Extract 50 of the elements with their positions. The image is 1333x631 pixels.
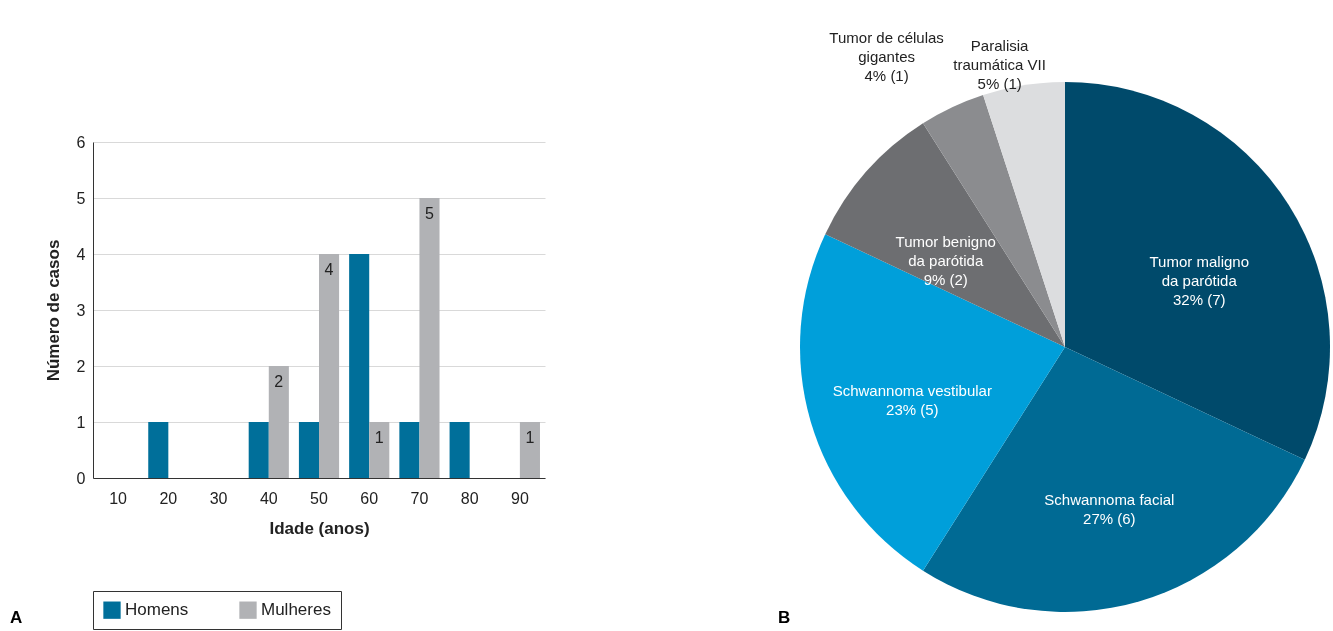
data-label: 4: [324, 261, 334, 278]
data-label: 32% (7): [1172, 290, 1226, 308]
data-label: 5: [425, 205, 435, 222]
bar: [349, 254, 370, 478]
text: B: [778, 608, 791, 628]
slice-label: Tumor benigno da parótida: [895, 232, 996, 269]
slice-label: Schwannoma facial: [1044, 490, 1175, 508]
y-tick-label: 1: [76, 413, 86, 431]
data-label: 1: [525, 429, 535, 446]
x-tick-label: 70: [410, 489, 429, 507]
bar: [419, 198, 440, 478]
x-tick-label: 80: [460, 489, 479, 507]
slice-label: Tumor maligno da parótida: [1149, 252, 1249, 289]
y-tick-label: 6: [76, 133, 86, 151]
bar: [369, 422, 390, 478]
y-tick-label: 3: [76, 301, 86, 319]
data-label: 23% (5): [886, 401, 939, 419]
bar: [399, 422, 420, 478]
bar: [148, 422, 169, 478]
y-tick-label: 2: [76, 357, 86, 375]
bar: [319, 254, 340, 478]
y-tick-label: 0: [76, 469, 86, 487]
x-tick-label: 60: [360, 489, 379, 507]
data-label: 27% (6): [1083, 509, 1136, 527]
legend-label: Homens: [125, 600, 189, 620]
legend-label: Mulheres: [261, 600, 331, 620]
data-label: 1: [374, 429, 384, 446]
slice-label: Schwannoma vestibular: [832, 382, 992, 400]
x-tick-label: 10: [109, 489, 128, 507]
bar: [519, 422, 540, 478]
data-label: 5% (1): [977, 74, 1022, 92]
slice-label: Tumor de células gigantes: [829, 28, 944, 65]
bar: [248, 422, 269, 478]
data-label: 2: [274, 373, 284, 390]
y-tick-label: 5: [76, 189, 86, 207]
x-tick-label: 20: [159, 489, 178, 507]
x-axis-title: Idade (anos): [269, 518, 370, 538]
bar: [268, 366, 289, 478]
x-tick-label: 50: [310, 489, 328, 507]
slice-label: Paralisia traumática VII: [953, 36, 1046, 73]
text: A: [10, 608, 23, 628]
data-label: 4% (1): [864, 66, 909, 84]
y-axis-title: Número de casos: [43, 239, 63, 382]
x-tick-label: 40: [259, 489, 278, 507]
x-tick-label: 90: [510, 489, 529, 507]
data-label: 9% (2): [923, 270, 968, 288]
bar: [449, 422, 470, 478]
bar: [298, 422, 319, 478]
y-tick-label: 4: [76, 245, 86, 263]
x-tick-label: 30: [209, 489, 228, 507]
